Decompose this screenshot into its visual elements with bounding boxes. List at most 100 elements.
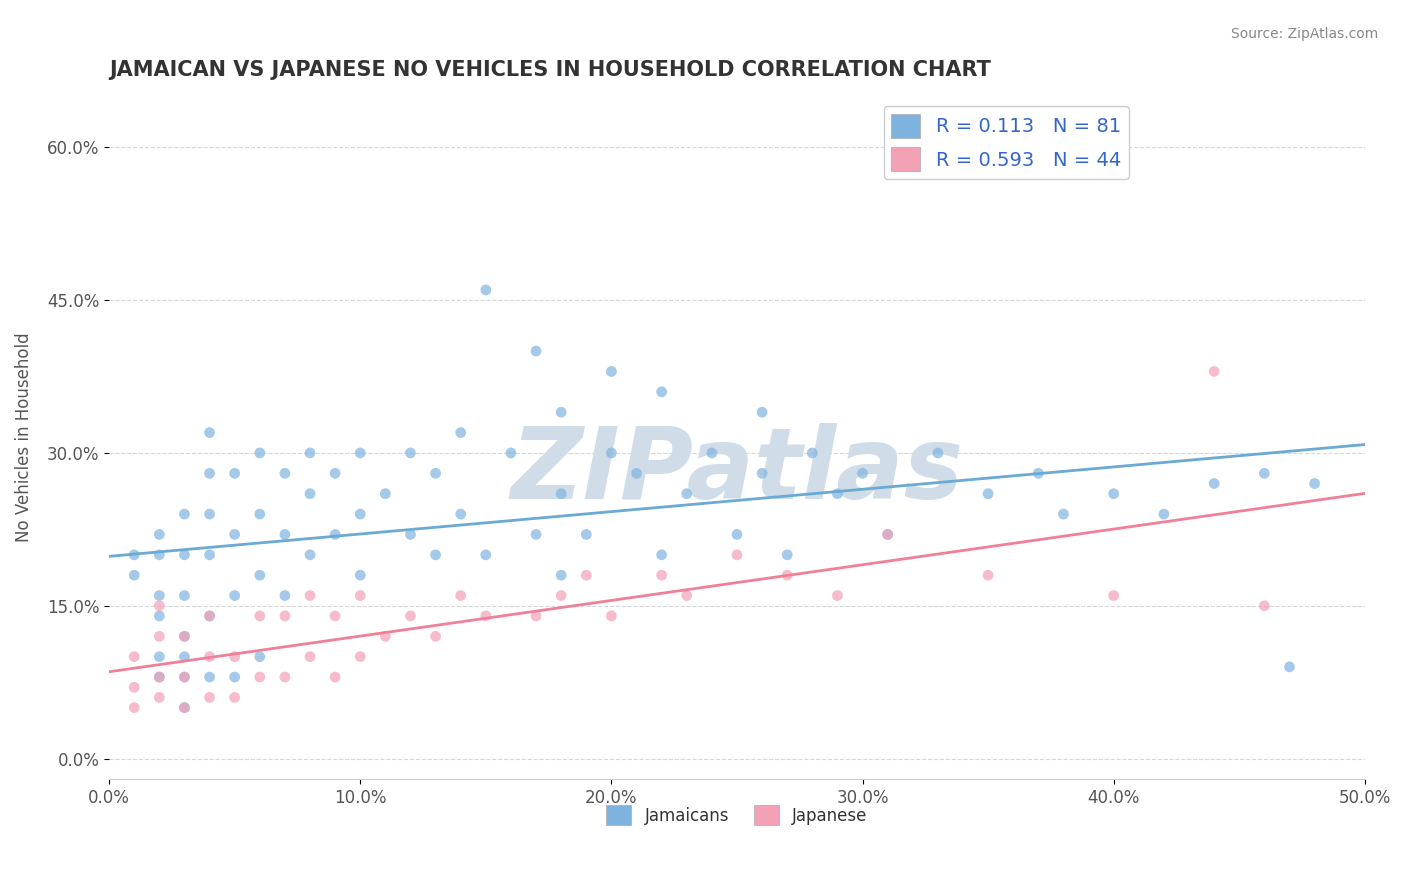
Point bbox=[374, 486, 396, 500]
Point bbox=[524, 344, 547, 359]
Point bbox=[876, 527, 898, 541]
Point bbox=[323, 670, 346, 684]
Point bbox=[349, 649, 371, 664]
Point bbox=[198, 690, 221, 705]
Point bbox=[148, 690, 170, 705]
Point bbox=[977, 486, 1000, 500]
Point bbox=[550, 568, 572, 582]
Point bbox=[249, 568, 271, 582]
Point bbox=[122, 548, 145, 562]
Point bbox=[575, 568, 598, 582]
Point bbox=[148, 649, 170, 664]
Point bbox=[651, 548, 673, 562]
Point bbox=[122, 700, 145, 714]
Point bbox=[148, 670, 170, 684]
Point bbox=[299, 589, 322, 603]
Point bbox=[475, 283, 498, 297]
Point bbox=[801, 446, 824, 460]
Point bbox=[148, 599, 170, 613]
Point bbox=[1303, 476, 1326, 491]
Point bbox=[173, 507, 195, 521]
Point bbox=[173, 629, 195, 643]
Point bbox=[751, 405, 773, 419]
Point bbox=[198, 609, 221, 624]
Point bbox=[198, 670, 221, 684]
Point bbox=[425, 467, 447, 481]
Point bbox=[323, 609, 346, 624]
Point bbox=[475, 609, 498, 624]
Point bbox=[173, 670, 195, 684]
Point bbox=[651, 384, 673, 399]
Point bbox=[675, 486, 697, 500]
Point bbox=[450, 589, 472, 603]
Point bbox=[399, 446, 422, 460]
Point bbox=[1102, 589, 1125, 603]
Point bbox=[550, 405, 572, 419]
Legend: Jamaicans, Japanese: Jamaicans, Japanese bbox=[599, 798, 875, 832]
Point bbox=[224, 527, 246, 541]
Point bbox=[198, 548, 221, 562]
Point bbox=[274, 467, 297, 481]
Point bbox=[725, 548, 748, 562]
Point bbox=[827, 486, 849, 500]
Point bbox=[550, 486, 572, 500]
Point bbox=[827, 589, 849, 603]
Y-axis label: No Vehicles in Household: No Vehicles in Household bbox=[15, 333, 32, 542]
Point bbox=[425, 548, 447, 562]
Point bbox=[575, 527, 598, 541]
Point bbox=[399, 609, 422, 624]
Point bbox=[374, 629, 396, 643]
Point bbox=[1102, 486, 1125, 500]
Point bbox=[299, 548, 322, 562]
Point bbox=[299, 649, 322, 664]
Point bbox=[399, 527, 422, 541]
Point bbox=[1253, 467, 1275, 481]
Point bbox=[173, 629, 195, 643]
Point bbox=[274, 609, 297, 624]
Point bbox=[173, 548, 195, 562]
Point bbox=[249, 446, 271, 460]
Point bbox=[249, 670, 271, 684]
Point bbox=[148, 548, 170, 562]
Point bbox=[1204, 476, 1226, 491]
Point bbox=[224, 649, 246, 664]
Point bbox=[1153, 507, 1175, 521]
Point bbox=[198, 507, 221, 521]
Point bbox=[173, 649, 195, 664]
Point bbox=[148, 670, 170, 684]
Text: ZIPatlas: ZIPatlas bbox=[510, 424, 963, 520]
Point bbox=[725, 527, 748, 541]
Point bbox=[524, 527, 547, 541]
Point bbox=[274, 670, 297, 684]
Point bbox=[323, 527, 346, 541]
Point bbox=[299, 446, 322, 460]
Point bbox=[876, 527, 898, 541]
Point bbox=[550, 589, 572, 603]
Point bbox=[1204, 364, 1226, 378]
Point bbox=[173, 670, 195, 684]
Point bbox=[626, 467, 648, 481]
Point bbox=[224, 670, 246, 684]
Point bbox=[499, 446, 522, 460]
Text: Source: ZipAtlas.com: Source: ZipAtlas.com bbox=[1230, 27, 1378, 41]
Point bbox=[1253, 599, 1275, 613]
Point bbox=[122, 649, 145, 664]
Point bbox=[425, 629, 447, 643]
Point bbox=[274, 527, 297, 541]
Point bbox=[198, 649, 221, 664]
Point bbox=[700, 446, 723, 460]
Point bbox=[173, 700, 195, 714]
Point bbox=[1278, 660, 1301, 674]
Point bbox=[349, 568, 371, 582]
Point bbox=[349, 507, 371, 521]
Point bbox=[274, 589, 297, 603]
Point bbox=[198, 467, 221, 481]
Point bbox=[349, 446, 371, 460]
Point bbox=[1026, 467, 1049, 481]
Point bbox=[524, 609, 547, 624]
Point bbox=[600, 446, 623, 460]
Point bbox=[349, 589, 371, 603]
Point bbox=[751, 467, 773, 481]
Point bbox=[198, 425, 221, 440]
Point bbox=[122, 568, 145, 582]
